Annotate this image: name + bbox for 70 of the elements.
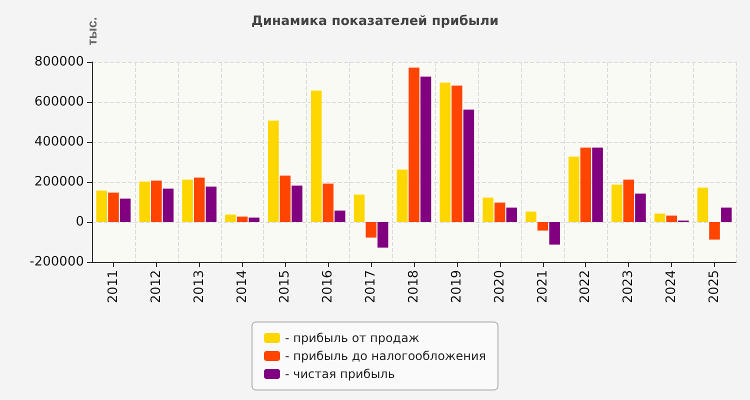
bar <box>440 82 450 222</box>
bar <box>635 194 646 222</box>
y-tick-label: -200000 <box>30 254 84 270</box>
y-tick-label: 400000 <box>34 134 84 150</box>
bar <box>378 222 388 248</box>
bar <box>623 180 634 222</box>
bar <box>666 216 677 222</box>
bar <box>225 214 236 222</box>
bar <box>580 148 592 222</box>
bar <box>482 198 494 222</box>
x-tick-label: 2022 <box>578 270 594 304</box>
x-tick-label: 2025 <box>707 270 722 304</box>
x-tick-label: 2018 <box>406 270 422 304</box>
y-tick-label: 200000 <box>34 174 84 190</box>
x-tick-label: 2024 <box>664 270 680 304</box>
bar <box>162 188 174 222</box>
y-axis-title: тыс. <box>84 17 100 46</box>
bar <box>463 110 474 222</box>
bar <box>310 90 322 222</box>
bar <box>549 222 560 245</box>
x-tick-label: 2012 <box>148 270 164 304</box>
bar <box>452 86 462 222</box>
bar <box>494 202 506 222</box>
x-tick-label: 2023 <box>621 270 636 304</box>
x-tick-label: 2014 <box>234 270 250 304</box>
bar <box>280 176 291 222</box>
bar <box>139 182 150 222</box>
bar <box>354 194 365 222</box>
x-tick-label: 2017 <box>364 270 379 304</box>
bar <box>248 218 260 222</box>
bar <box>268 120 279 222</box>
bar <box>408 68 420 222</box>
bar <box>182 180 193 222</box>
bar <box>537 222 548 231</box>
bar <box>720 208 732 222</box>
chart-title: Динамика показателей прибыли <box>251 14 499 29</box>
bar <box>420 76 432 222</box>
bar <box>120 198 131 222</box>
bar <box>366 222 376 238</box>
bar <box>108 192 119 222</box>
bar <box>236 216 248 222</box>
bar <box>396 170 408 222</box>
x-tick-label: 2019 <box>449 270 464 304</box>
bar <box>194 178 205 222</box>
bar <box>611 184 622 222</box>
bar <box>592 148 603 222</box>
y-tick-label: 800000 <box>34 54 84 70</box>
bar <box>654 214 666 222</box>
bar <box>96 190 108 222</box>
bar <box>526 212 536 222</box>
bar <box>506 208 518 222</box>
bar <box>568 156 580 222</box>
bar <box>697 188 708 222</box>
y-tick-label: 0 <box>76 214 84 230</box>
legend-label: - прибыль от продаж <box>285 331 420 345</box>
bar <box>292 186 302 222</box>
x-tick-label: 2011 <box>106 270 121 304</box>
x-tick-label: 2020 <box>492 270 508 304</box>
bar <box>334 210 346 222</box>
bar <box>151 180 162 222</box>
x-tick-label: 2016 <box>320 270 336 304</box>
y-tick-label: 600000 <box>34 94 84 110</box>
bar <box>709 222 720 240</box>
x-tick-label: 2013 <box>192 270 207 304</box>
x-tick-label: 2015 <box>278 270 293 304</box>
bar <box>322 184 334 222</box>
bar <box>206 186 217 222</box>
legend-label: - прибыль до налогообложения <box>285 349 486 363</box>
x-tick-label: 2021 <box>535 270 550 304</box>
legend-label: - чистая прибыль <box>285 367 395 381</box>
